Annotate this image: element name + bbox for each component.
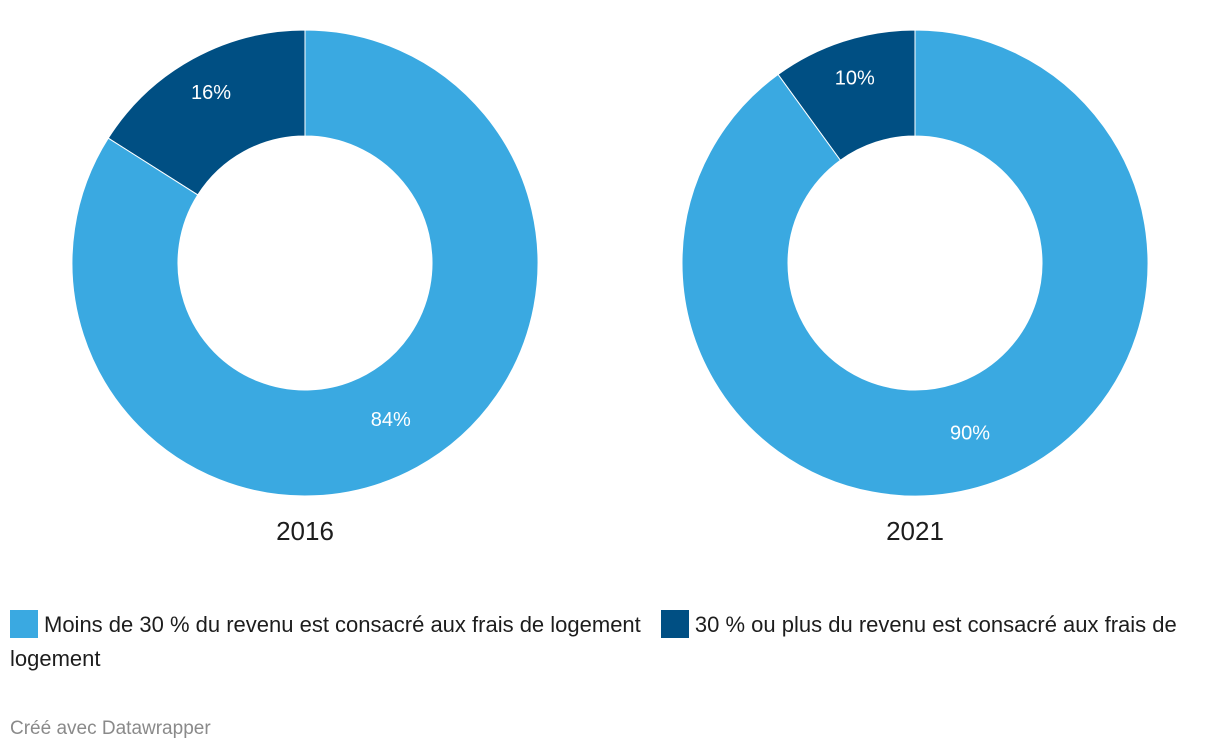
slice-label-2016-1: 84%: [371, 409, 411, 431]
donut-slice-2021-1: [681, 29, 1149, 497]
slice-label-2021-1: 90%: [950, 422, 990, 444]
legend-swatch-dark-blue: [660, 610, 689, 638]
legend-swatch-light-blue: [10, 610, 38, 638]
legend-label-30-or-more: 30 % ou plus du revenu est consacré aux …: [10, 612, 1177, 671]
donut-chart-2016: 16% 84%: [71, 29, 539, 497]
donut-charts: 16% 84% 10% 90% 2016 2021: [71, 29, 1149, 546]
donut-slice-2016-1: [71, 29, 539, 497]
donut-slice-2016-0: [107, 29, 306, 196]
chart-title-2021: 2021: [886, 516, 944, 546]
legend-item-30-or-more: 30 % ou plus du revenu est consacré aux …: [10, 610, 1177, 671]
slice-label-2021-0: 10%: [835, 68, 875, 90]
legend-item-under-30: Moins de 30 % du revenu est consacré aux…: [10, 610, 647, 638]
legend-label-under-30: Moins de 30 % du revenu est consacré aux…: [44, 612, 641, 637]
legend: Moins de 30 % du revenu est consacré aux…: [10, 608, 1200, 676]
slice-label-2016-0: 16%: [191, 82, 231, 104]
donut-chart-2021: 10% 90%: [681, 29, 1149, 497]
chart-title-2016: 2016: [276, 516, 334, 546]
footer-credit: Créé avec Datawrapper: [10, 718, 211, 739]
